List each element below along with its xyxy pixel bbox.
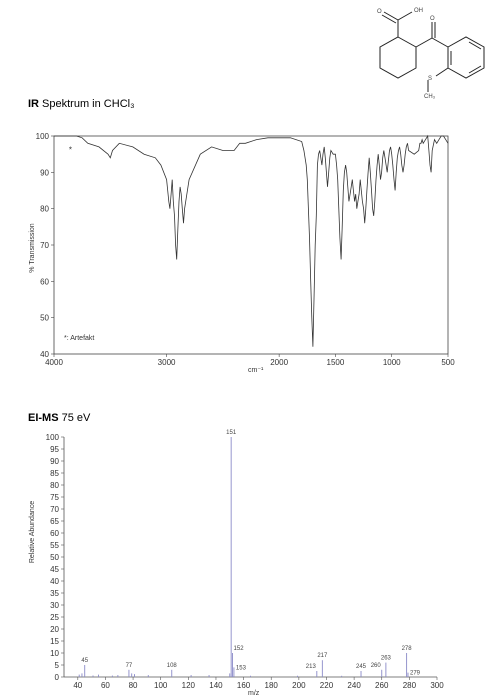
- ms-y-tick-label: 75: [50, 493, 59, 502]
- ms-peak-label: 279: [410, 671, 421, 677]
- ms-peak-label: 108: [167, 663, 178, 669]
- bond-to-aryl: [431, 37, 449, 48]
- ms-x-axis-label: m/z: [248, 690, 260, 697]
- ir-y-tick-label: 40: [40, 350, 49, 359]
- ms-y-axis-label: Relative Abundance: [29, 501, 36, 563]
- ms-y-tick-label: 55: [50, 541, 59, 550]
- bond-co-2: [381, 14, 397, 24]
- ir-x-tick-label: 2000: [270, 358, 288, 367]
- ms-y-tick-label: 30: [50, 601, 59, 610]
- aromatic-1: [468, 41, 482, 50]
- ms-peak-label: 278: [402, 646, 413, 652]
- ms-peak-label: 217: [317, 653, 328, 659]
- ms-x-tick-label: 280: [403, 681, 417, 690]
- ms-peak-label: 151: [226, 430, 237, 436]
- ir-x-tick-label: 1500: [327, 358, 345, 367]
- ms-y-tick-label: 20: [50, 625, 59, 634]
- ir-artefact-marker: *: [69, 145, 72, 154]
- ir-spectrum-line: [54, 134, 449, 347]
- ms-y-tick-label: 10: [50, 649, 59, 658]
- ms-y-tick-label: 65: [50, 517, 59, 526]
- ms-x-tick-label: 60: [101, 681, 110, 690]
- ms-y-tick-label: 0: [55, 673, 60, 682]
- ir-y-axis-label: % Transmission: [29, 223, 36, 273]
- bond-ketone: [415, 37, 433, 48]
- ms-y-tick-label: 25: [50, 613, 59, 622]
- bond-aryl-s: [435, 67, 449, 77]
- mol-label-oh: OH: [414, 8, 423, 14]
- ir-y-tick-label: 90: [40, 168, 49, 177]
- ir-y-tick-label: 100: [36, 132, 50, 141]
- ms-y-tick-label: 5: [55, 661, 60, 670]
- ir-x-tick-label: 4000: [45, 358, 63, 367]
- ms-y-tick-label: 90: [50, 457, 59, 466]
- ir-y-tick-label: 60: [40, 277, 49, 286]
- cyclohexane-ring: [379, 36, 417, 79]
- mol-label-o1: O: [377, 9, 382, 15]
- ms-x-tick-label: 300: [430, 681, 444, 690]
- benzene-ring: [447, 36, 485, 79]
- ir-x-tick-label: 1000: [383, 358, 401, 367]
- bond-co-1: [383, 11, 399, 21]
- ir-x-tick-label: 3000: [158, 358, 176, 367]
- ir-y-tick-label: 50: [40, 314, 49, 323]
- mol-label-o2: O: [430, 16, 435, 22]
- ms-x-ticks: 40 60 80 100 120 140 160 180 200 220 240 260 280 300: [73, 677, 444, 690]
- ms-x-tick-label: 140: [209, 681, 223, 690]
- ms-peak-label: 263: [381, 656, 392, 662]
- ir-x-ticks: 4000 3000 2000 1500 1000 500: [45, 354, 455, 367]
- ir-title: IR Spektrum in CHCl₃: [28, 98, 135, 110]
- ir-plot-frame: [53, 135, 449, 355]
- ir-y-tick-label: 80: [40, 205, 49, 214]
- molecule-labels: OH O O S CH₃: [377, 8, 436, 100]
- ms-x-tick-label: 120: [182, 681, 196, 690]
- ms-y-tick-label: 100: [46, 433, 60, 442]
- ir-y-tick-label: 70: [40, 241, 49, 250]
- ms-peak-label: 153: [236, 665, 247, 671]
- ms-y-tick-label: 45: [50, 565, 59, 574]
- ir-y-ticks: 40 50 60 70 80 90 100: [36, 132, 54, 359]
- ms-x-tick-label: 220: [320, 681, 334, 690]
- ms-x-tick-label: 260: [375, 681, 389, 690]
- mol-label-s: S: [428, 76, 432, 82]
- aromatic-2: [468, 65, 482, 74]
- ms-chart: 0 5 10 15 20 25 30 35 40 45 50 55 60 65 70 75 80 85 90 95 10…: [29, 430, 444, 697]
- ms-y-tick-label: 60: [50, 529, 59, 538]
- ms-x-tick-label: 180: [265, 681, 279, 690]
- ms-x-tick-label: 200: [292, 681, 306, 690]
- ms-y-tick-label: 40: [50, 577, 59, 586]
- ms-y-tick-label: 70: [50, 505, 59, 514]
- ir-annotation: *: Artefakt: [64, 335, 94, 342]
- ms-x-tick-label: 80: [129, 681, 138, 690]
- bond-oh: [397, 11, 413, 21]
- ms-y-tick-label: 95: [50, 445, 59, 454]
- ms-peak-label: 45: [81, 658, 88, 664]
- ms-y-ticks: 0 5 10 15 20 25 30 35 40 45 50 55 60 65 70 75 80 85 90 95 10…: [46, 433, 64, 682]
- ms-x-tick-label: 240: [347, 681, 361, 690]
- ms-y-tick-label: 85: [50, 469, 59, 478]
- ir-x-axis-label: cm⁻¹: [248, 367, 264, 374]
- molecule-structure: [379, 11, 485, 92]
- ms-peak-label: 77: [126, 663, 133, 669]
- ir-x-tick-label: 500: [441, 358, 455, 367]
- ms-peak-label: 245: [356, 664, 367, 670]
- ms-peak-label: 260: [371, 663, 382, 669]
- ms-y-tick-label: 15: [50, 637, 59, 646]
- ms-title: EI-MS 75 eV: [28, 412, 91, 424]
- ms-x-tick-label: 40: [73, 681, 82, 690]
- ms-y-tick-label: 50: [50, 553, 59, 562]
- ms-x-tick-label: 160: [237, 681, 251, 690]
- ms-x-tick-label: 100: [154, 681, 168, 690]
- mol-label-ch3: CH₃: [424, 94, 436, 100]
- ms-peak-label: 213: [306, 664, 317, 670]
- ms-y-tick-label: 35: [50, 589, 59, 598]
- ms-y-tick-label: 80: [50, 481, 59, 490]
- ms-peak-label: 152: [234, 646, 245, 652]
